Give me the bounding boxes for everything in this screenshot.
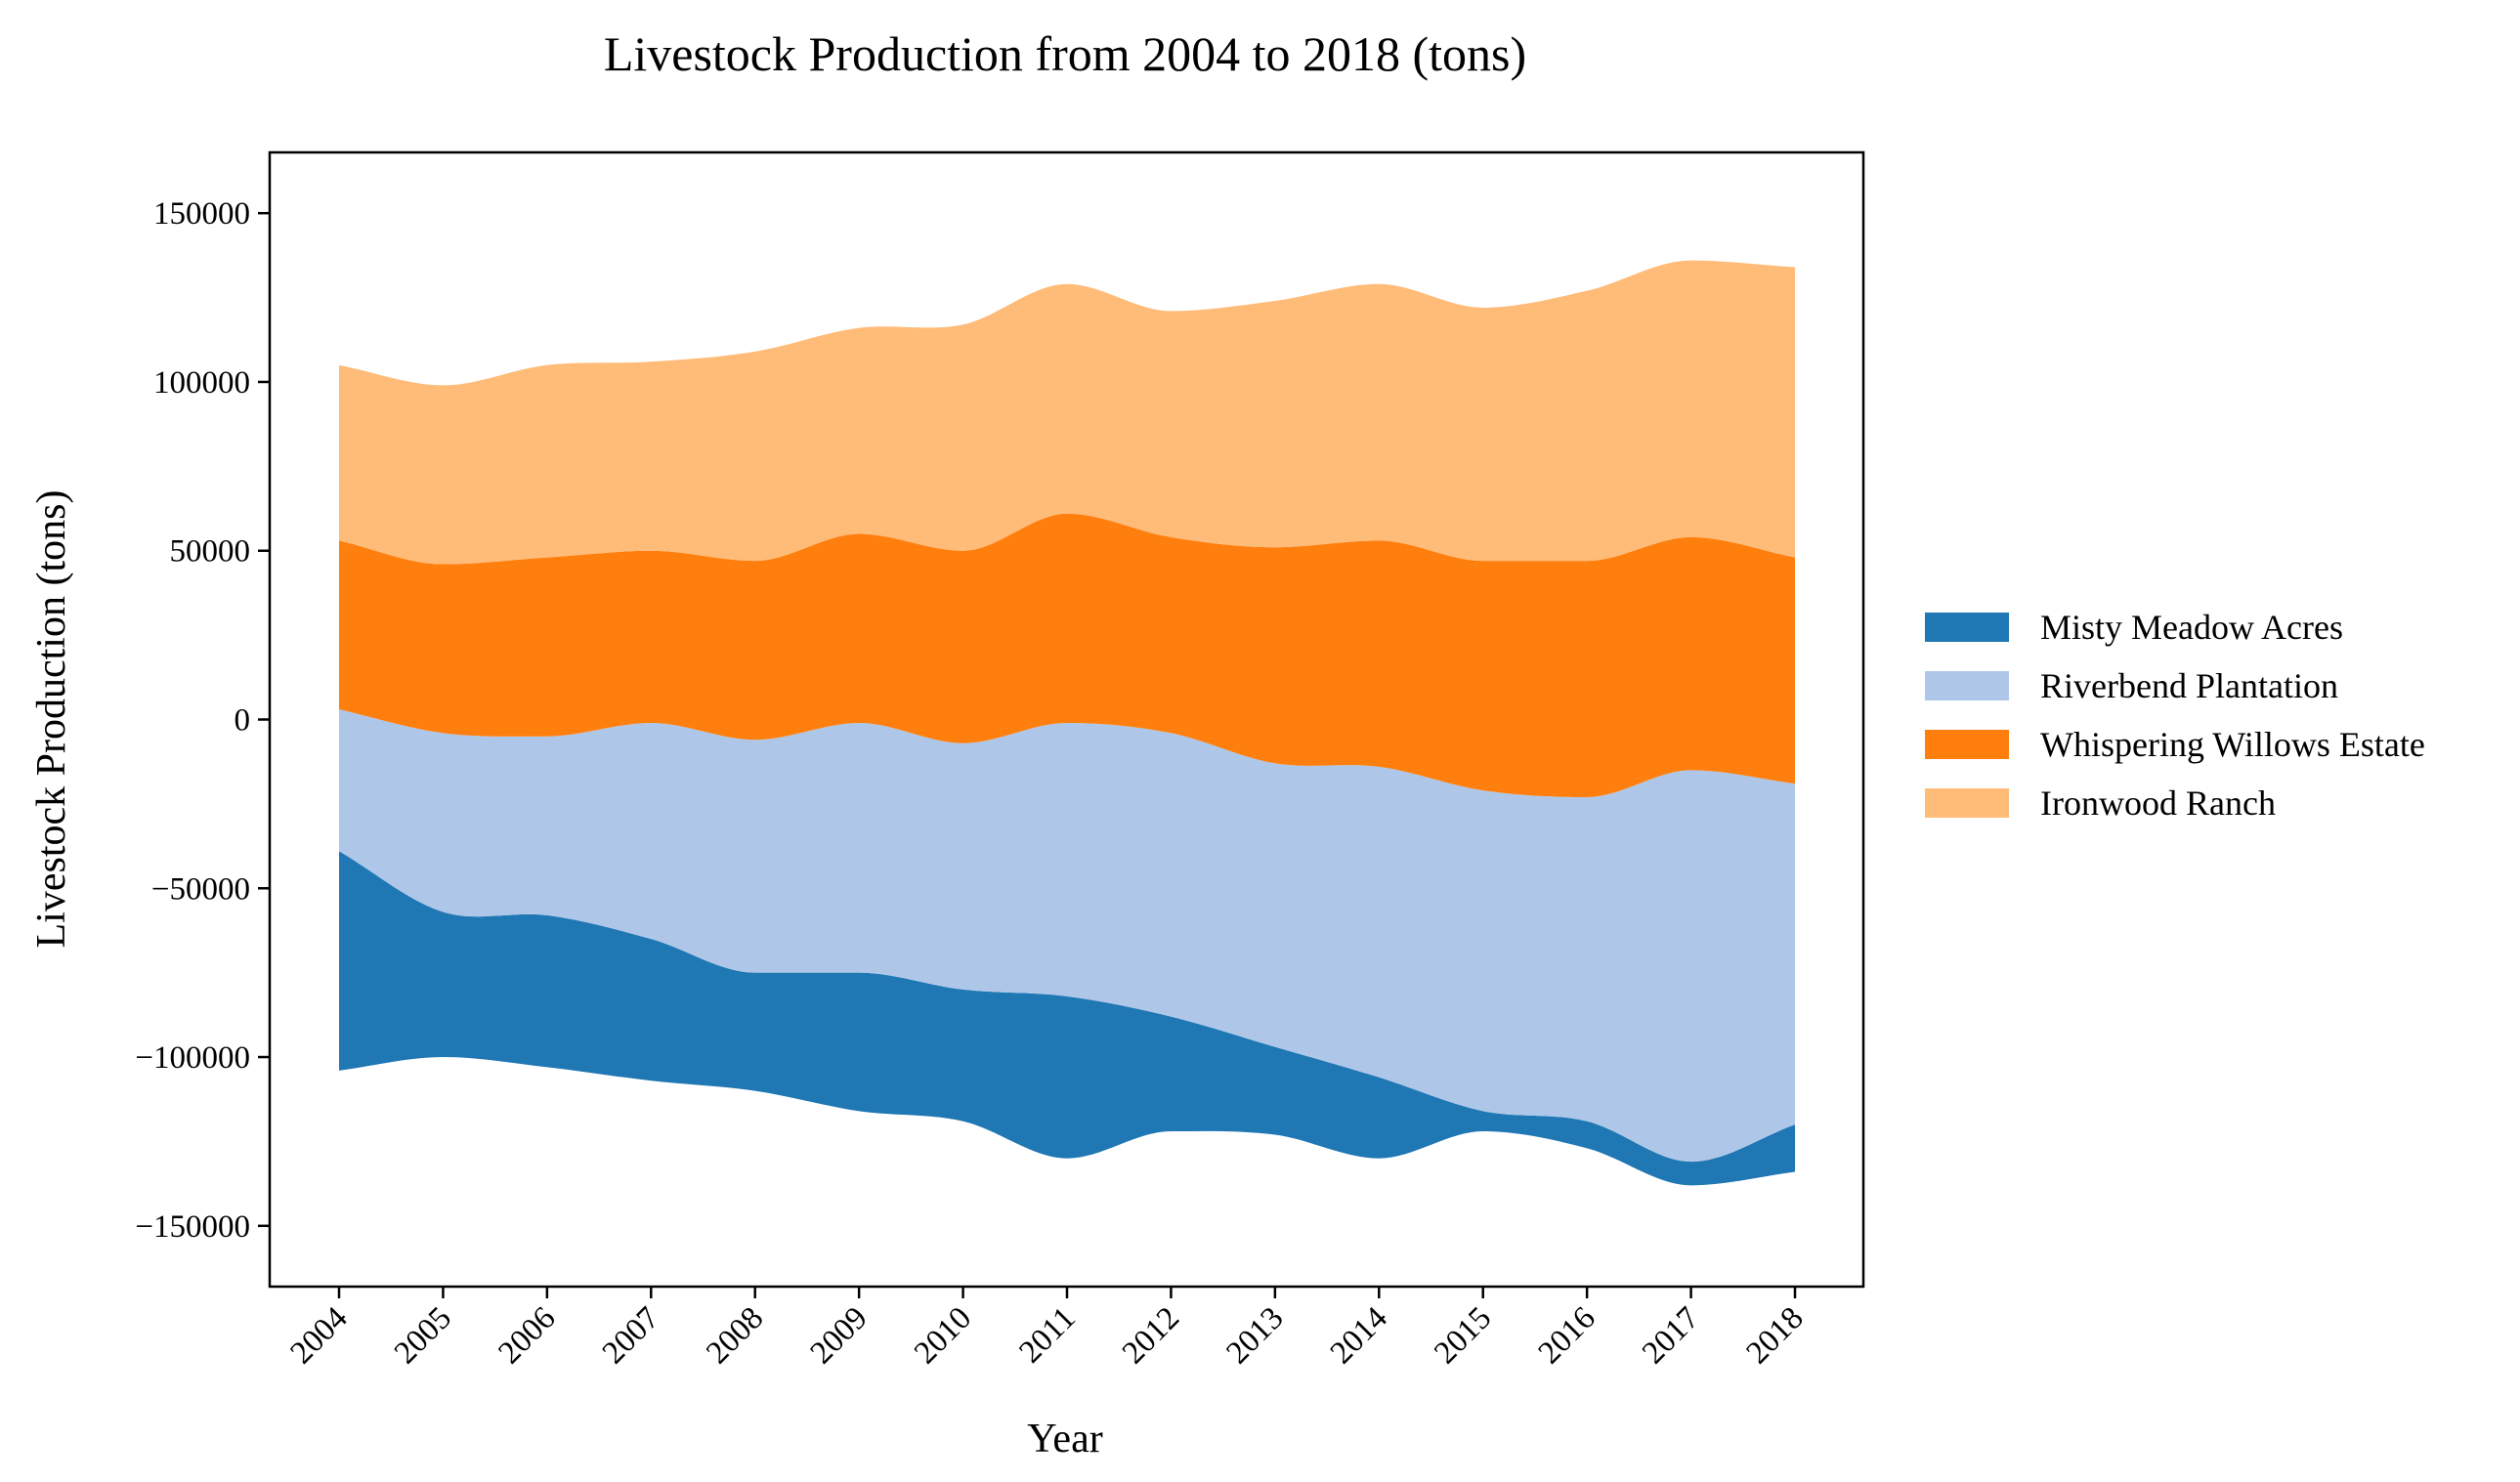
legend-label: Ironwood Ranch <box>2040 783 2276 823</box>
legend-label: Misty Meadow Acres <box>2040 608 2343 647</box>
x-tick-label: 2012 <box>1116 1300 1186 1371</box>
y-tick-label: −100000 <box>135 1040 250 1076</box>
x-tick-label: 2017 <box>1636 1300 1706 1371</box>
y-axis-label: Livestock Production (tons) <box>29 490 74 949</box>
legend-swatch <box>1925 730 2009 759</box>
legend-label: Whispering Willows Estate <box>2040 725 2425 764</box>
y-tick-label: −50000 <box>151 871 250 907</box>
x-tick-label: 2015 <box>1428 1300 1498 1371</box>
x-tick-label: 2008 <box>700 1300 770 1371</box>
legend-swatch <box>1925 613 2009 642</box>
x-axis: 2004 2005 2006 2007 2008 2009 2010 2011 2012 2013… <box>284 1287 1811 1371</box>
x-tick-label: 2004 <box>284 1300 355 1371</box>
area-misty-meadow-acres <box>339 851 1795 1186</box>
legend-swatch <box>1925 788 2009 818</box>
x-tick-label: 2013 <box>1219 1300 1290 1371</box>
y-tick-label: 50000 <box>170 534 251 570</box>
y-tick-label: 0 <box>235 703 251 739</box>
y-tick-label: 150000 <box>153 196 250 232</box>
legend: Misty Meadow Acres Riverbend Plantation Wh… <box>1925 608 2425 823</box>
x-tick-label: 2006 <box>491 1300 562 1371</box>
x-tick-label: 2009 <box>804 1300 875 1371</box>
legend-swatch <box>1925 671 2009 700</box>
chart-title: Livestock Production from 2004 to 2018 (… <box>604 26 1526 81</box>
area-riverbend-plantation <box>339 709 1795 1163</box>
x-tick-label: 2011 <box>1012 1300 1082 1370</box>
x-tick-label: 2010 <box>908 1300 978 1371</box>
x-tick-label: 2018 <box>1740 1300 1811 1371</box>
legend-label: Riverbend Plantation <box>2040 666 2338 705</box>
x-tick-label: 2007 <box>596 1300 666 1371</box>
x-tick-label: 2005 <box>388 1300 458 1371</box>
area-whispering-willows-estate <box>339 513 1795 797</box>
stream-areas <box>339 260 1795 1186</box>
y-tick-label: −150000 <box>135 1209 250 1245</box>
x-tick-label: 2016 <box>1532 1300 1602 1371</box>
y-axis: −150000 −100000 −50000 0 50000 100000 150000 <box>135 196 270 1245</box>
x-axis-label: Year <box>1027 1417 1102 1461</box>
x-tick-label: 2014 <box>1324 1300 1394 1371</box>
area-ironwood-ranch <box>339 260 1795 565</box>
y-tick-label: 100000 <box>153 365 250 401</box>
